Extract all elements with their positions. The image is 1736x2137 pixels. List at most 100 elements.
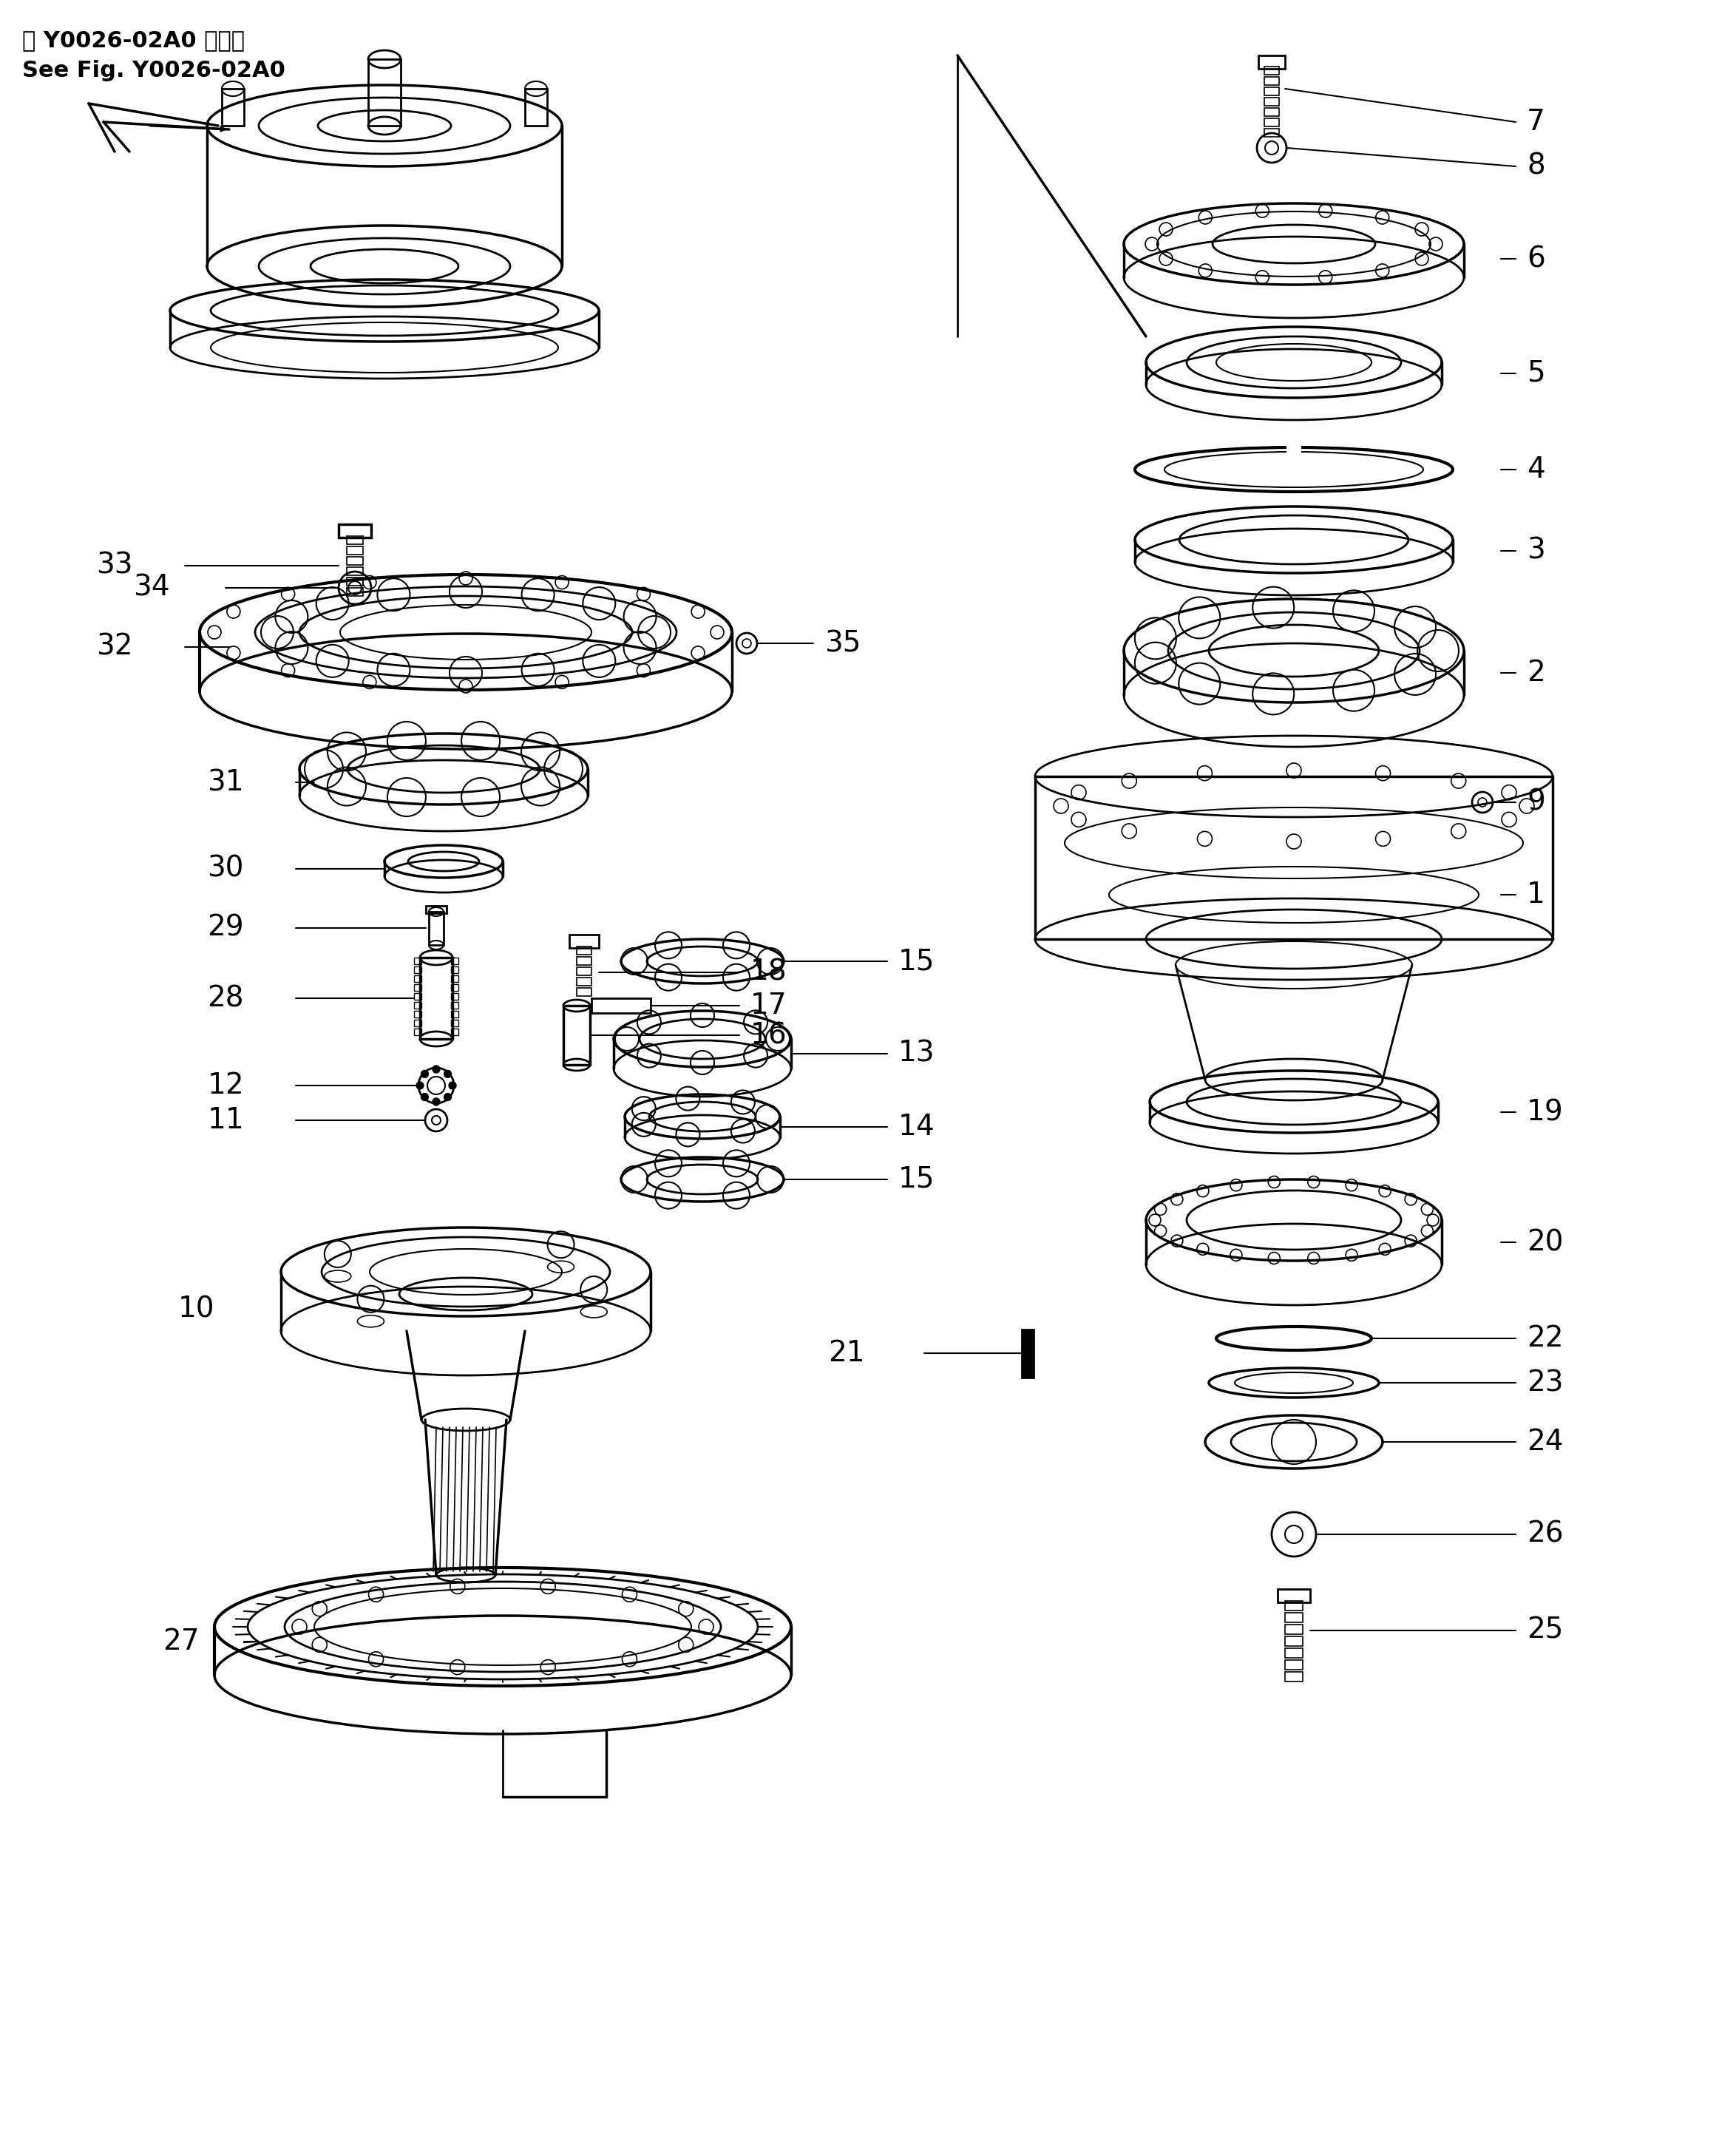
- Bar: [451, 1002, 458, 1009]
- Text: 30: 30: [207, 855, 245, 883]
- Bar: [415, 957, 422, 964]
- Bar: [1264, 98, 1279, 105]
- Text: 8: 8: [1526, 152, 1545, 180]
- Text: 32: 32: [97, 633, 134, 660]
- Bar: [415, 1011, 422, 1017]
- Bar: [1286, 444, 1302, 455]
- Bar: [451, 957, 458, 964]
- Bar: [339, 524, 372, 539]
- Text: 18: 18: [750, 957, 786, 987]
- Bar: [576, 968, 592, 974]
- Text: 12: 12: [207, 1071, 245, 1101]
- Bar: [347, 588, 363, 596]
- Text: 7: 7: [1526, 109, 1545, 137]
- Circle shape: [432, 1098, 439, 1105]
- Circle shape: [444, 1094, 451, 1101]
- Bar: [1285, 1637, 1302, 1645]
- Text: 1: 1: [1526, 880, 1545, 908]
- Bar: [415, 985, 422, 992]
- Text: 34: 34: [134, 575, 170, 603]
- Bar: [451, 1019, 458, 1026]
- Text: 5: 5: [1526, 359, 1545, 387]
- Bar: [368, 60, 401, 126]
- Text: 6: 6: [1526, 246, 1545, 274]
- Bar: [347, 558, 363, 564]
- Text: 15: 15: [898, 1165, 936, 1192]
- Bar: [425, 906, 446, 912]
- Bar: [1264, 88, 1279, 96]
- Bar: [451, 966, 458, 972]
- Bar: [576, 957, 592, 966]
- Bar: [451, 985, 458, 992]
- Bar: [564, 1007, 590, 1064]
- Bar: [576, 977, 592, 985]
- Bar: [1259, 56, 1285, 68]
- Bar: [1023, 1329, 1033, 1378]
- Bar: [415, 1019, 422, 1026]
- Bar: [429, 912, 444, 945]
- Bar: [1035, 776, 1552, 938]
- Bar: [524, 90, 547, 126]
- Text: 3: 3: [1526, 536, 1545, 564]
- Circle shape: [444, 1071, 451, 1077]
- Text: 16: 16: [750, 1021, 786, 1049]
- Bar: [420, 957, 453, 1039]
- Text: 第 Y0026-02A0 図参照: 第 Y0026-02A0 図参照: [23, 30, 245, 51]
- Bar: [415, 1028, 422, 1034]
- Bar: [347, 577, 363, 586]
- Text: 10: 10: [177, 1295, 215, 1323]
- Bar: [569, 934, 599, 949]
- Bar: [451, 1028, 458, 1034]
- Text: 21: 21: [828, 1340, 865, 1368]
- Bar: [347, 536, 363, 545]
- Bar: [592, 998, 651, 1013]
- Text: See Fig. Y0026-02A0: See Fig. Y0026-02A0: [23, 60, 285, 81]
- Text: 24: 24: [1526, 1428, 1564, 1455]
- Text: 14: 14: [898, 1113, 936, 1141]
- Text: 13: 13: [898, 1041, 936, 1068]
- Bar: [347, 566, 363, 575]
- Bar: [1285, 1648, 1302, 1658]
- Bar: [415, 974, 422, 983]
- Bar: [451, 994, 458, 1000]
- Text: 17: 17: [750, 992, 786, 1019]
- Bar: [415, 994, 422, 1000]
- Bar: [1285, 1624, 1302, 1635]
- Bar: [1264, 66, 1279, 75]
- Text: 9: 9: [1526, 789, 1545, 816]
- Bar: [1285, 1601, 1302, 1611]
- Circle shape: [422, 1094, 429, 1101]
- Bar: [222, 90, 245, 126]
- Bar: [1264, 118, 1279, 126]
- Text: 31: 31: [207, 769, 245, 797]
- Bar: [1023, 1329, 1033, 1378]
- Bar: [347, 547, 363, 556]
- Text: 25: 25: [1526, 1616, 1564, 1645]
- Text: 11: 11: [207, 1107, 245, 1135]
- Bar: [1285, 1613, 1302, 1622]
- Text: 23: 23: [1526, 1368, 1564, 1398]
- Text: 27: 27: [163, 1628, 200, 1656]
- Bar: [1285, 1671, 1302, 1682]
- Bar: [1285, 1660, 1302, 1669]
- Circle shape: [450, 1081, 457, 1090]
- Text: 33: 33: [97, 551, 134, 579]
- Bar: [576, 947, 592, 955]
- Text: 19: 19: [1526, 1098, 1564, 1126]
- Bar: [1264, 109, 1279, 115]
- Text: 26: 26: [1526, 1519, 1564, 1549]
- Bar: [1264, 128, 1279, 137]
- Text: 22: 22: [1526, 1325, 1564, 1353]
- Text: 15: 15: [898, 947, 936, 974]
- Bar: [415, 1002, 422, 1009]
- Text: 2: 2: [1526, 658, 1545, 686]
- Bar: [576, 987, 592, 996]
- Bar: [1278, 1590, 1311, 1603]
- Text: 28: 28: [207, 985, 245, 1013]
- Circle shape: [417, 1081, 424, 1090]
- Bar: [1264, 77, 1279, 85]
- Text: 35: 35: [825, 628, 861, 658]
- Text: 20: 20: [1526, 1229, 1564, 1257]
- Circle shape: [432, 1066, 439, 1073]
- Bar: [451, 974, 458, 983]
